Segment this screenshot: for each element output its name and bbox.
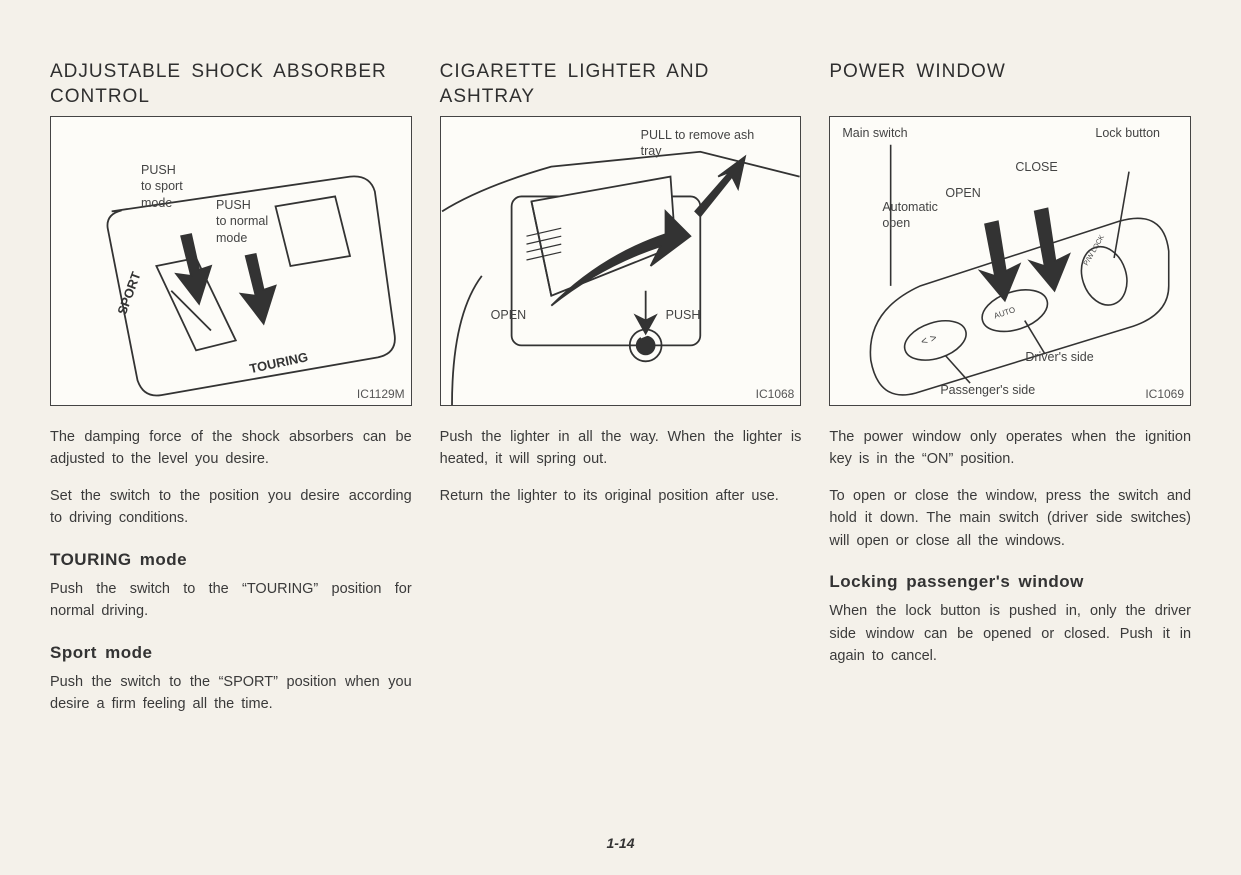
svg-text:AUTO: AUTO xyxy=(993,305,1017,320)
label-automatic-open: Automatic open xyxy=(882,199,942,232)
paragraph: When the lock button is pushed in, only … xyxy=(829,600,1191,667)
label-open: OPEN xyxy=(491,307,526,323)
paragraph: Push the switch to the “TOURING” positio… xyxy=(50,578,412,623)
label-lock-button: Lock button xyxy=(1095,125,1160,141)
subheading-touring: TOURING mode xyxy=(50,550,412,570)
manual-page: ADJUSTABLE SHOCK ABSORBER CONTROL SPORT xyxy=(0,0,1241,750)
section-title: ADJUSTABLE SHOCK ABSORBER CONTROL xyxy=(50,60,412,108)
subheading-sport: Sport mode xyxy=(50,643,412,663)
svg-text:< >: < > xyxy=(920,332,939,348)
column-lighter-ashtray: CIGARETTE LIGHTER AND ASHTRAY xyxy=(440,60,802,730)
subheading-locking: Locking passenger's window xyxy=(829,572,1191,592)
figure-lighter-ashtray: PULL to remove ash tray OPEN PUSH IC1068 xyxy=(440,116,802,406)
label-main-switch: Main switch xyxy=(842,125,907,141)
label-drivers-side: Driver's side xyxy=(1025,349,1093,365)
shock-absorber-diagram-icon: SPORT TOURING xyxy=(51,117,411,405)
figure-power-window: < > AUTO P/W LOCK xyxy=(829,116,1191,406)
paragraph: Push the switch to the “SPORT” position … xyxy=(50,671,412,716)
figure-code: IC1068 xyxy=(756,387,795,401)
svg-text:P/W LOCK: P/W LOCK xyxy=(1083,234,1106,267)
page-number: 1-14 xyxy=(0,835,1241,851)
figure-shock-absorber: SPORT TOURING PUSH to sport mode PUSH to… xyxy=(50,116,412,406)
label-open: OPEN xyxy=(945,185,980,201)
lighter-ashtray-diagram-icon xyxy=(441,117,801,405)
svg-text:TOURING: TOURING xyxy=(248,349,309,376)
paragraph: To open or close the window, press the s… xyxy=(829,485,1191,552)
section-title: CIGARETTE LIGHTER AND ASHTRAY xyxy=(440,60,802,108)
label-close: CLOSE xyxy=(1015,159,1057,175)
paragraph: Return the lighter to its original posit… xyxy=(440,485,802,507)
label-pull-remove: PULL to remove ash tray xyxy=(641,127,771,160)
label-push-sport: PUSH to sport mode xyxy=(141,162,183,211)
label-push-normal: PUSH to normal mode xyxy=(216,197,268,246)
label-push: PUSH xyxy=(666,307,701,323)
figure-code: IC1069 xyxy=(1145,387,1184,401)
power-window-diagram-icon: < > AUTO P/W LOCK xyxy=(830,117,1190,405)
paragraph: Set the switch to the position you desir… xyxy=(50,485,412,530)
label-passengers-side: Passenger's side xyxy=(940,382,1035,398)
section-title: POWER WINDOW xyxy=(829,60,1191,108)
column-shock-absorber: ADJUSTABLE SHOCK ABSORBER CONTROL SPORT xyxy=(50,60,412,730)
svg-text:SPORT: SPORT xyxy=(114,270,143,317)
paragraph: The damping force of the shock absorbers… xyxy=(50,426,412,471)
paragraph: The power window only operates when the … xyxy=(829,426,1191,471)
column-power-window: POWER WINDOW < > AUTO P/W LOCK xyxy=(829,60,1191,730)
figure-code: IC1129M xyxy=(357,387,405,401)
paragraph: Push the lighter in all the way. When th… xyxy=(440,426,802,471)
